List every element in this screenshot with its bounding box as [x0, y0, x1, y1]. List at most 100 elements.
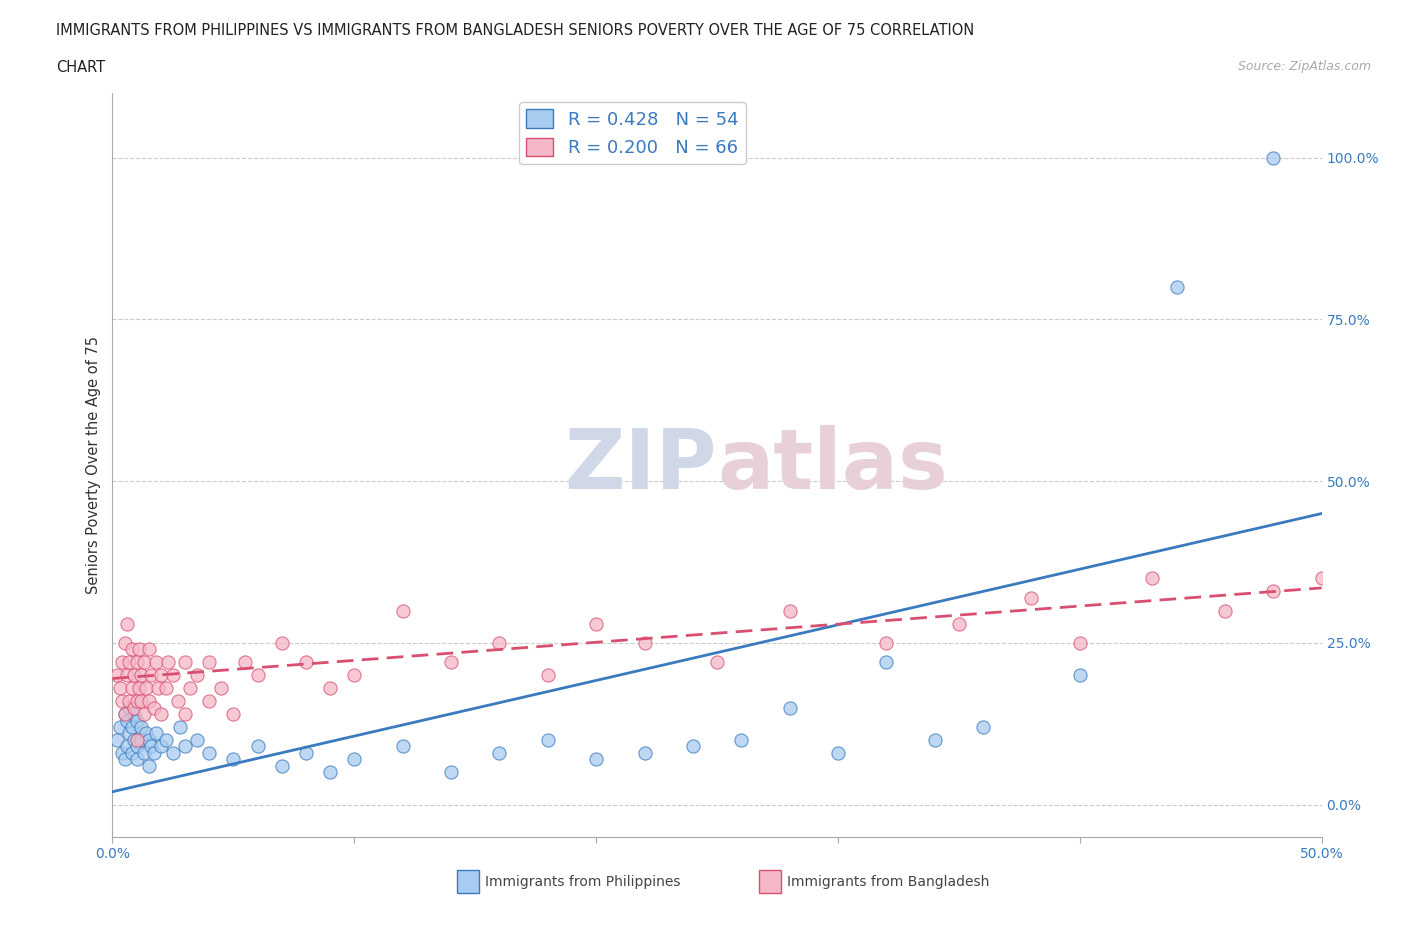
Point	[121, 720, 143, 735]
Text: Source: ZipAtlas.com: Source: ZipAtlas.com	[1237, 60, 1371, 73]
Point	[131, 668, 153, 683]
Point	[391, 739, 413, 754]
Point	[125, 733, 148, 748]
Point	[131, 733, 153, 748]
Point	[138, 758, 160, 773]
Point	[141, 668, 163, 683]
Point	[145, 726, 167, 741]
Point	[186, 733, 208, 748]
Point	[157, 655, 180, 670]
Bar	[457, 870, 479, 893]
Point	[125, 739, 148, 754]
Point	[141, 739, 163, 754]
Point	[122, 707, 145, 722]
Text: Immigrants from Philippines: Immigrants from Philippines	[485, 874, 681, 889]
Point	[537, 733, 560, 748]
Point	[149, 739, 172, 754]
Point	[343, 752, 366, 767]
Point	[115, 739, 138, 754]
Point	[125, 694, 148, 709]
Point	[209, 681, 232, 696]
Point	[827, 746, 849, 761]
Point	[1021, 591, 1043, 605]
Point	[875, 655, 897, 670]
Point	[132, 746, 155, 761]
Point	[162, 668, 184, 683]
Point	[585, 752, 607, 767]
Point	[105, 733, 128, 748]
Point	[1166, 280, 1188, 295]
Point	[149, 707, 172, 722]
Point	[1069, 668, 1091, 683]
Point	[122, 733, 145, 748]
Point	[198, 746, 221, 761]
Point	[125, 752, 148, 767]
Point	[235, 655, 257, 670]
Point	[105, 668, 128, 683]
Point	[128, 642, 150, 657]
Text: IMMIGRANTS FROM PHILIPPINES VS IMMIGRANTS FROM BANGLADESH SENIORS POVERTY OVER T: IMMIGRANTS FROM PHILIPPINES VS IMMIGRANT…	[56, 23, 974, 38]
Text: Immigrants from Bangladesh: Immigrants from Bangladesh	[787, 874, 990, 889]
Point	[162, 746, 184, 761]
Text: CHART: CHART	[56, 60, 105, 75]
Legend: R = 0.428   N = 54, R = 0.200   N = 66: R = 0.428 N = 54, R = 0.200 N = 66	[519, 102, 745, 165]
Point	[135, 681, 157, 696]
Point	[131, 720, 153, 735]
Point	[115, 713, 138, 728]
Point	[114, 752, 136, 767]
Point	[246, 668, 269, 683]
Point	[179, 681, 201, 696]
Point	[1069, 635, 1091, 650]
Point	[155, 733, 177, 748]
Point	[1263, 151, 1285, 166]
Point	[111, 694, 134, 709]
Point	[108, 681, 131, 696]
Point	[118, 694, 141, 709]
Point	[682, 739, 704, 754]
Point	[114, 707, 136, 722]
Point	[295, 746, 318, 761]
Point	[246, 739, 269, 754]
Point	[121, 642, 143, 657]
Point	[633, 635, 655, 650]
Point	[186, 668, 208, 683]
Point	[115, 616, 138, 631]
Point	[391, 604, 413, 618]
Point	[138, 733, 160, 748]
Point	[1310, 571, 1333, 586]
Point	[149, 668, 172, 683]
Point	[138, 694, 160, 709]
Point	[135, 726, 157, 741]
Point	[128, 681, 150, 696]
Point	[115, 668, 138, 683]
Point	[108, 720, 131, 735]
Point	[1142, 571, 1164, 586]
Point	[122, 700, 145, 715]
Point	[122, 668, 145, 683]
Point	[138, 642, 160, 657]
Point	[222, 707, 245, 722]
Point	[779, 604, 801, 618]
Point	[114, 635, 136, 650]
Point	[730, 733, 752, 748]
Point	[174, 707, 197, 722]
Point	[145, 655, 167, 670]
Point	[633, 746, 655, 761]
Point	[319, 681, 342, 696]
Point	[295, 655, 318, 670]
Point	[537, 668, 560, 683]
Point	[779, 700, 801, 715]
Point	[198, 655, 221, 670]
Text: ZIP: ZIP	[565, 424, 717, 506]
Point	[166, 694, 188, 709]
Point	[1263, 584, 1285, 599]
Point	[706, 655, 728, 670]
Point	[174, 739, 197, 754]
Point	[169, 720, 191, 735]
Point	[585, 616, 607, 631]
Point	[222, 752, 245, 767]
Point	[121, 746, 143, 761]
Point	[948, 616, 970, 631]
Point	[972, 720, 994, 735]
Point	[488, 635, 510, 650]
